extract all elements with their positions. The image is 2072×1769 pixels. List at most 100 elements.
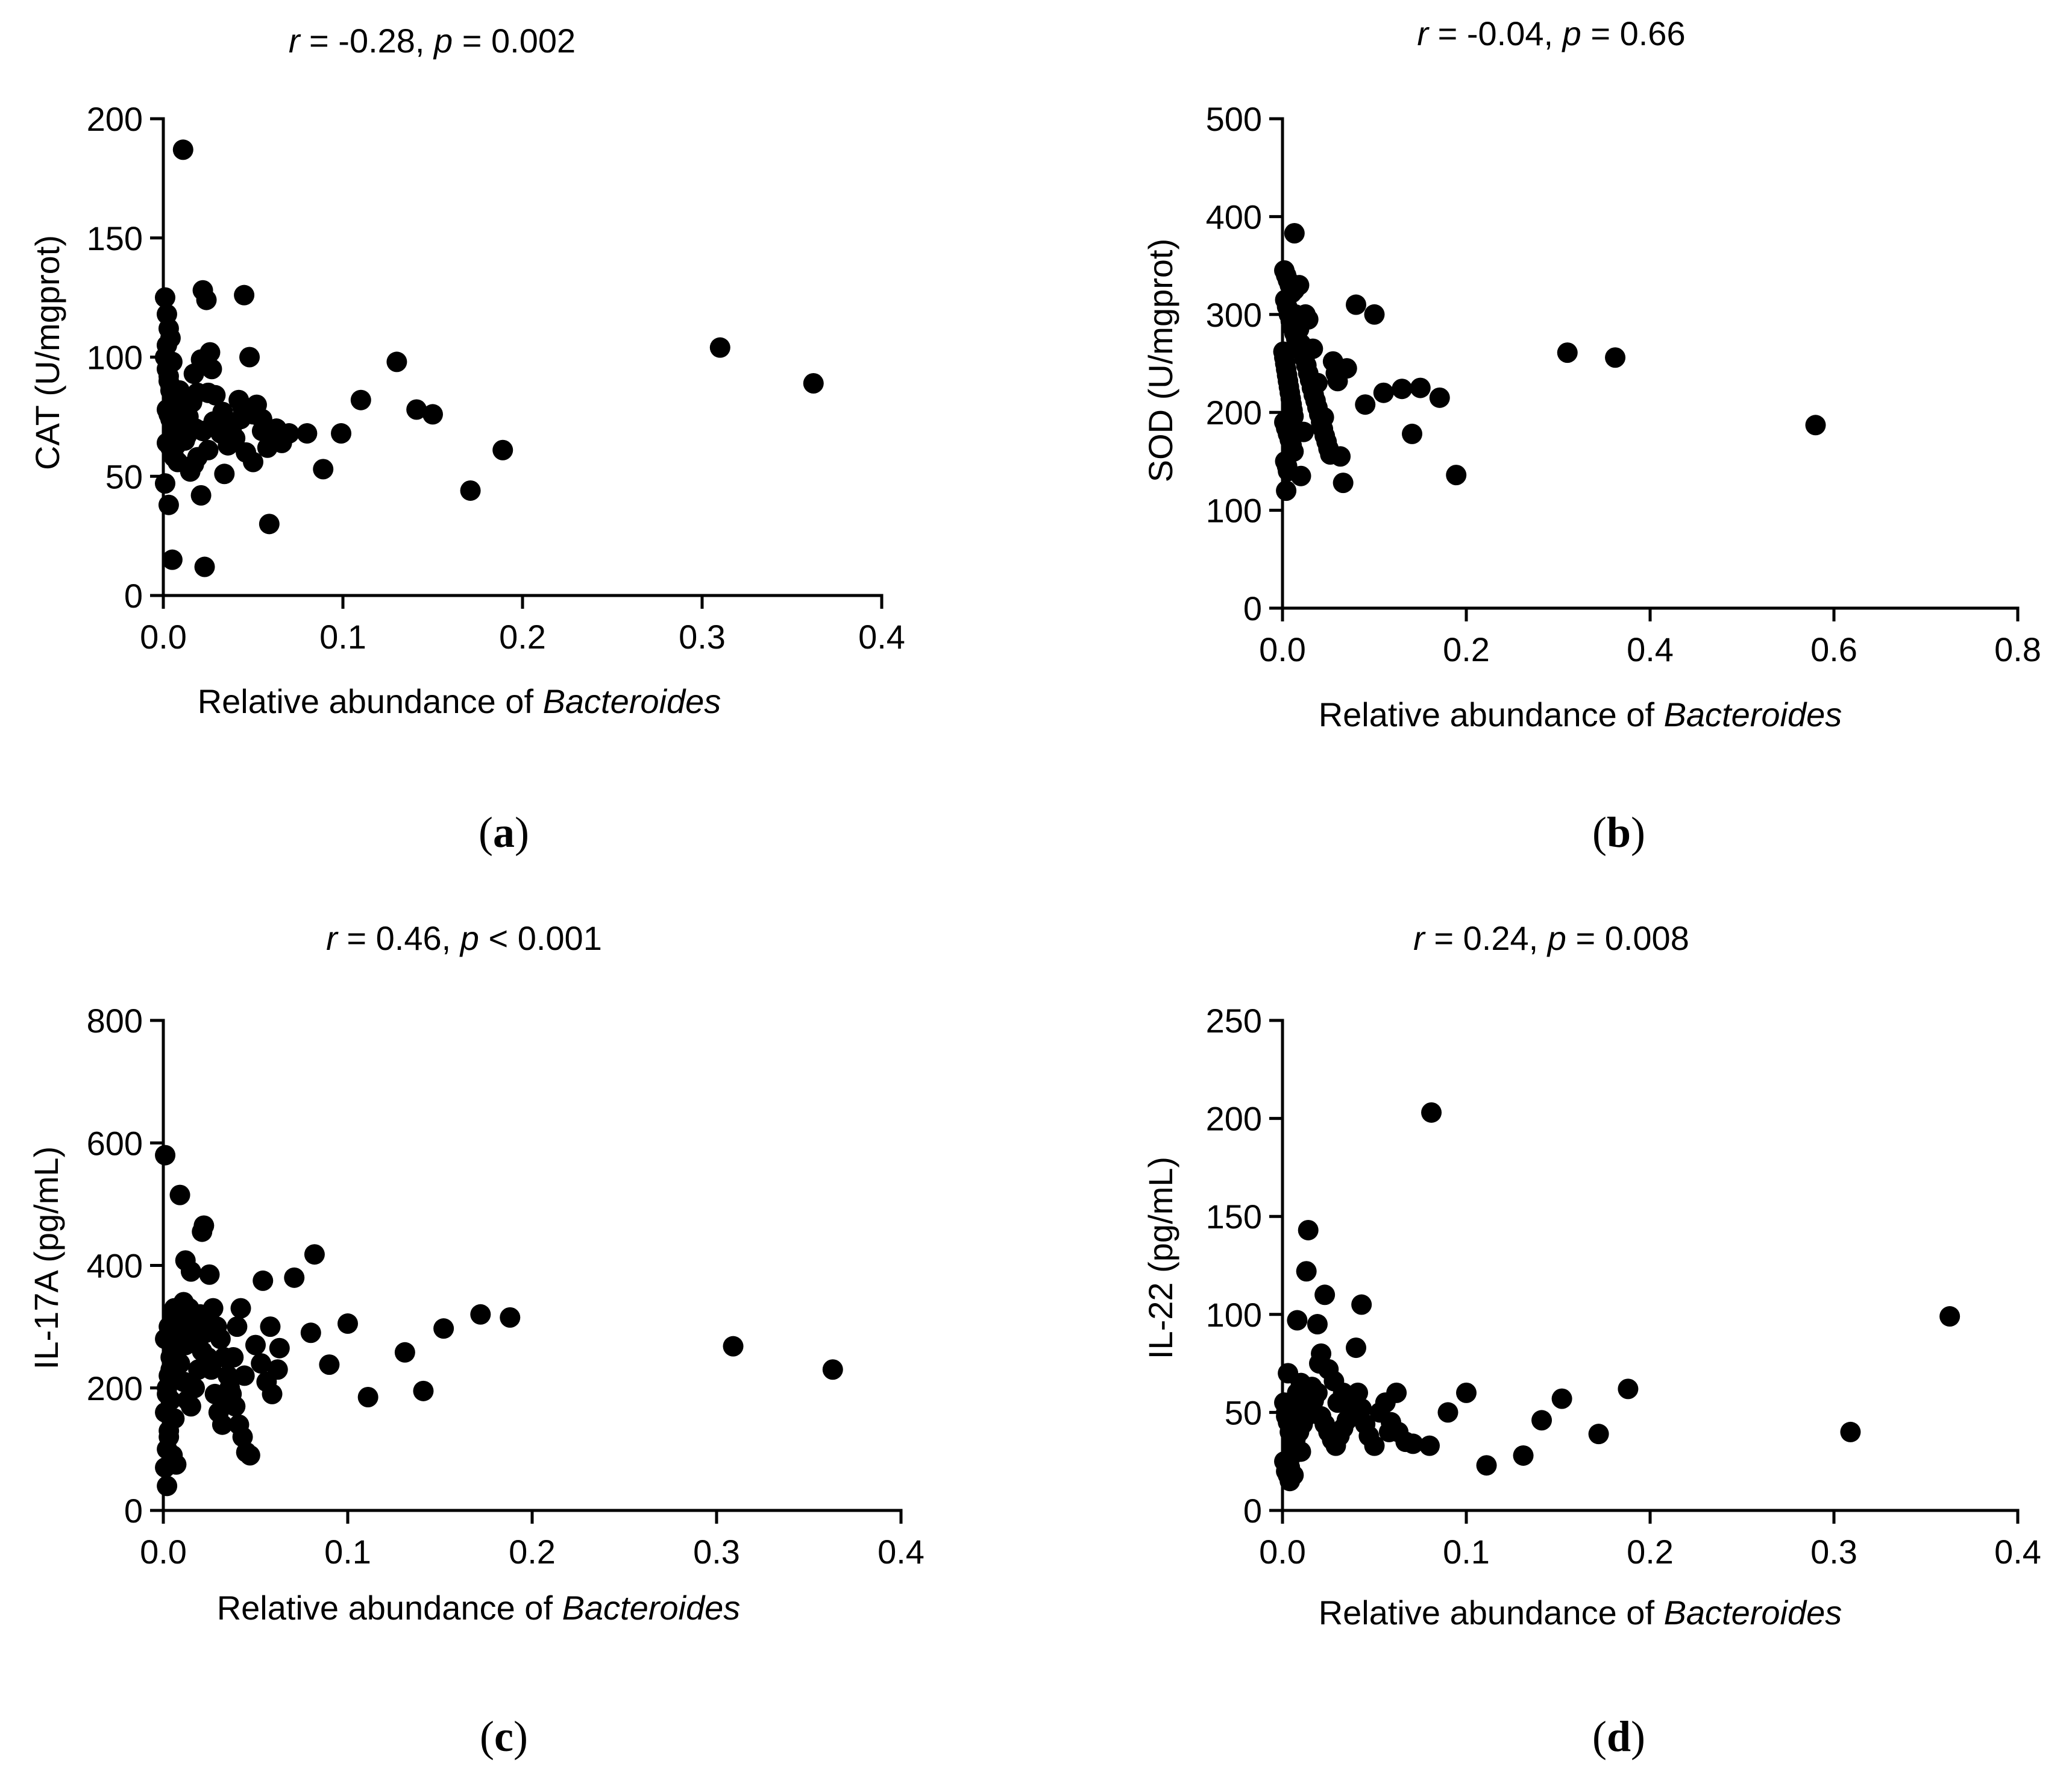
data-point [1298,1219,1319,1240]
x-tick-label: 0.6 [1810,630,1857,668]
data-point [492,439,513,460]
y-tick-label: 0 [124,1492,143,1530]
data-point [190,485,212,506]
x-axis-title: Relative abundance of Bacteroides [1319,1594,1842,1632]
data-point [194,556,215,577]
x-tick-label: 0.0 [1259,630,1306,668]
data-point [259,514,280,535]
panel-label: (c) [480,1712,528,1761]
data-point [225,427,246,448]
data-point [269,1337,290,1359]
y-axis-title: IL-17A (pg/mL) [27,1146,65,1369]
data-point [1476,1455,1497,1476]
data-point [350,389,371,410]
y-tick-label: 0 [124,577,143,615]
data-point [183,363,204,385]
data-point [251,1353,272,1374]
data-point [1278,1363,1299,1384]
data-point [1446,465,1467,486]
data-point [304,1244,325,1265]
plot-title: r = -0.04, p = 0.66 [1417,14,1685,52]
data-point [216,1393,237,1414]
data-point [422,404,443,425]
data-point [1307,1314,1328,1335]
data-point [1531,1410,1552,1431]
data-point [1283,1465,1304,1486]
data-point [192,421,213,442]
x-tick-label: 0.2 [509,1533,556,1571]
data-point [1287,1310,1308,1331]
panel-label: (a) [479,808,529,856]
data-point [155,1145,176,1166]
y-tick-label: 600 [87,1124,143,1162]
y-tick-label: 200 [1206,1100,1262,1138]
data-point [164,1408,185,1429]
data-point [1348,1382,1369,1403]
y-tick-label: 150 [87,219,143,257]
data-point [260,1316,281,1337]
data-point [1290,465,1311,486]
data-point [337,1313,358,1334]
data-point [1392,379,1413,400]
data-point [1939,1306,1961,1327]
data-point [300,1322,321,1343]
data-point [1605,347,1626,368]
data-point [157,1475,178,1497]
y-tick-label: 300 [1206,296,1262,334]
y-tick-label: 500 [1206,100,1262,138]
data-point [1421,1102,1442,1123]
data-point [460,480,481,501]
x-tick-label: 0.2 [499,618,546,656]
data-point [1618,1378,1639,1400]
panel-a: r = -0.28, p = 0.002 CAT (U/mgprot) Rela… [28,22,905,856]
x-tick-label: 0.1 [324,1533,371,1571]
data-point [723,1336,744,1357]
y-tick-label: 200 [87,1369,143,1407]
data-point [172,139,193,160]
x-tick-label: 0.2 [1443,630,1490,668]
plot-title: r = 0.46, p < 0.001 [326,919,602,957]
data-point [319,1354,340,1375]
data-point [262,1383,283,1404]
data-point [1293,421,1314,442]
x-tick-label: 0.4 [1627,630,1674,668]
x-tick-label: 0.1 [319,618,366,656]
data-point [803,373,824,394]
data-point [1289,275,1310,296]
data-point [156,335,177,356]
data-point [1351,1294,1372,1315]
data-point [406,399,427,420]
data-point [1378,1421,1399,1442]
data-point [1551,1388,1572,1409]
data-point [1302,338,1323,359]
panel-c: r = 0.46, p < 0.001 IL-17A (pg/mL) Relat… [27,919,925,1761]
data-point [184,1377,206,1398]
data-point [394,1342,415,1363]
x-axis-title: Relative abundance of Bacteroides [217,1589,741,1627]
data-point [154,473,175,494]
x-tick-label: 0.0 [1259,1533,1306,1571]
data-point [154,287,175,308]
data-point [1437,1402,1458,1423]
data-point [199,1264,220,1285]
data-point [1355,394,1376,415]
y-tick-label: 0 [1243,589,1262,627]
data-point [1513,1445,1534,1466]
x-axis-title: Relative abundance of Bacteroides [198,682,721,720]
data-point [162,351,183,372]
data-point [1840,1421,1861,1442]
plot-title: r = -0.28, p = 0.002 [289,22,576,60]
data-point [223,1346,244,1368]
data-point [227,1316,248,1337]
y-axis-title: IL-22 (pg/mL) [1141,1157,1179,1359]
data-point [1410,377,1431,398]
x-tick-label: 0.3 [693,1533,740,1571]
data-point [1364,1435,1385,1456]
data-point [1336,358,1357,379]
data-point [709,337,730,358]
data-point [1402,1433,1424,1454]
data-point [500,1307,521,1328]
panel-label: (b) [1592,808,1645,856]
x-tick-label: 0.2 [1627,1533,1674,1571]
y-tick-label: 100 [87,339,143,377]
